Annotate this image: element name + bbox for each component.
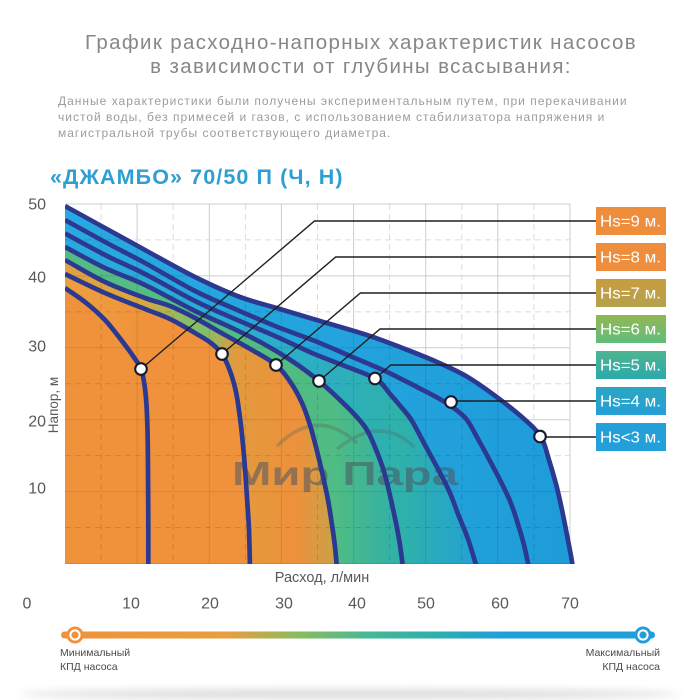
svg-text:Hs=6 м.: Hs=6 м. bbox=[600, 322, 661, 339]
svg-text:Hs=7 м.: Hs=7 м. bbox=[600, 286, 661, 303]
svg-text:40: 40 bbox=[28, 270, 46, 287]
svg-text:40: 40 bbox=[348, 596, 366, 613]
svg-text:Напор, м: Напор, м bbox=[46, 377, 61, 433]
svg-text:50: 50 bbox=[28, 197, 46, 214]
svg-text:Hs=4 м.: Hs=4 м. bbox=[600, 394, 661, 411]
svg-text:10: 10 bbox=[122, 596, 140, 613]
svg-text:20: 20 bbox=[28, 414, 46, 431]
svg-text:Минимальный: Минимальный bbox=[60, 647, 130, 659]
svg-text:Максимальный: Максимальный bbox=[586, 647, 661, 659]
svg-text:чистой воды, без примесей и га: чистой воды, без примесей и газов, с исп… bbox=[58, 110, 605, 124]
svg-text:70: 70 bbox=[561, 596, 579, 613]
svg-text:Hs<3 м.: Hs<3 м. bbox=[600, 430, 661, 447]
svg-text:30: 30 bbox=[275, 596, 293, 613]
svg-text:20: 20 bbox=[201, 596, 219, 613]
svg-text:КПД насоса: КПД насоса bbox=[602, 661, 660, 673]
svg-text:10: 10 bbox=[28, 481, 46, 498]
svg-text:50: 50 bbox=[417, 596, 435, 613]
svg-text:КПД насоса: КПД насоса bbox=[60, 661, 118, 673]
svg-text:Hs=9 м.: Hs=9 м. bbox=[600, 214, 661, 231]
svg-text:0: 0 bbox=[23, 596, 32, 613]
svg-text:Hs=8 м.: Hs=8 м. bbox=[600, 250, 661, 267]
svg-text:«ДЖАМБО» 70/50 П (Ч, Н): «ДЖАМБО» 70/50 П (Ч, Н) bbox=[50, 165, 344, 189]
svg-text:Данные характеристики были пол: Данные характеристики были получены эксп… bbox=[58, 94, 628, 108]
svg-text:магистральной трубы соответств: магистральной трубы соответствующего диа… bbox=[58, 126, 391, 140]
svg-text:График расходно-напорных харак: График расходно-напорных характеристик н… bbox=[85, 31, 637, 54]
svg-text:Hs=5 м.: Hs=5 м. bbox=[600, 358, 661, 375]
svg-text:Расход, л/мин: Расход, л/мин bbox=[275, 570, 369, 586]
svg-text:Мир Пара: Мир Пара bbox=[232, 455, 459, 492]
svg-text:60: 60 bbox=[491, 596, 509, 613]
svg-text:30: 30 bbox=[28, 339, 46, 356]
svg-text:в зависимости от глубины всасы: в зависимости от глубины всасывания: bbox=[150, 55, 572, 78]
